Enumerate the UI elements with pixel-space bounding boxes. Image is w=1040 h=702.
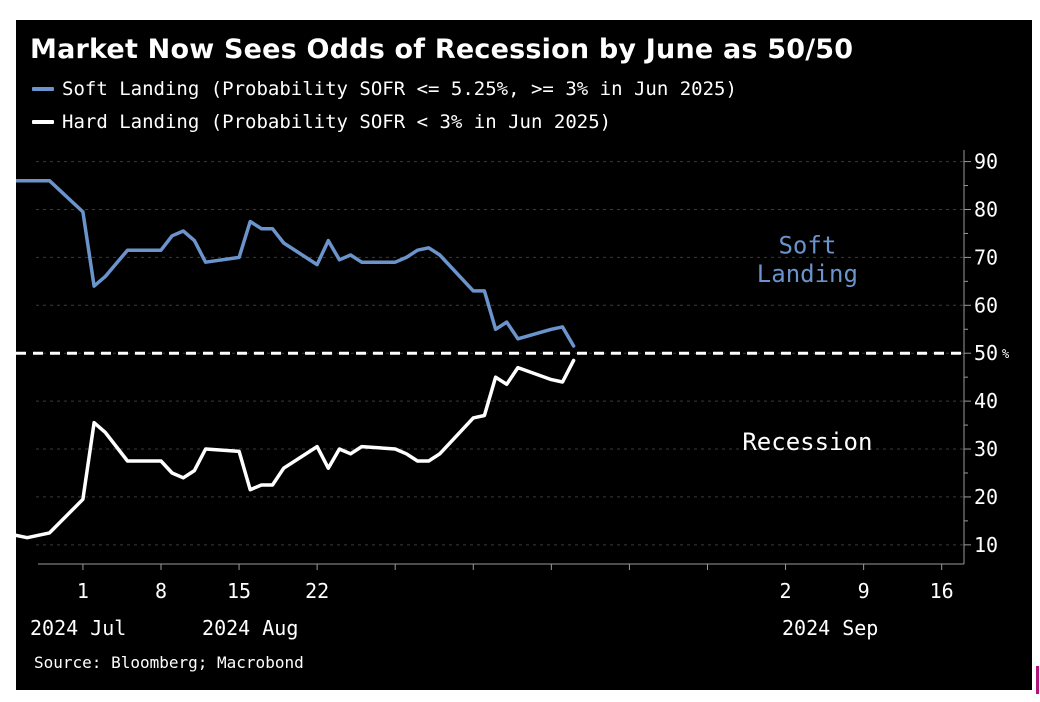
chart-title: Market Now Sees Odds of Recession by Jun… (30, 34, 854, 65)
y-tick-label-30: 30 (974, 437, 998, 461)
y-unit-label: % (1002, 347, 1010, 361)
y-tick-label-20: 20 (974, 485, 998, 509)
chart-panel: Market Now Sees Odds of Recession by Jun… (16, 20, 1032, 690)
x-month-label-2024-sep: 2024 Sep (782, 616, 878, 640)
y-tick-label-10: 10 (974, 533, 998, 557)
y-tick-label-60: 60 (974, 293, 998, 317)
y-tick-label-90: 90 (974, 150, 998, 174)
legend-label-hard-landing: Hard Landing (Probability SOFR < 3% in J… (62, 111, 612, 133)
series-line-hard-landing (16, 358, 576, 540)
series-line-soft-landing (16, 178, 576, 348)
x-tick-label-2: 2 (780, 579, 792, 603)
annotation-recession: Recession (742, 428, 872, 456)
legend-swatch-soft-landing (32, 87, 54, 91)
legend-item-hard-landing: Hard Landing (Probability SOFR < 3% in J… (32, 110, 611, 134)
y-tick-label-50: 50 (974, 341, 998, 365)
annotation-landing: Landing (757, 260, 858, 288)
source-note: Source: Bloomberg; Macrobond (34, 653, 304, 672)
x-tick-label-15: 15 (227, 579, 251, 603)
x-tick-label-16: 16 (930, 579, 954, 603)
x-month-label-2024-jul: 2024 Jul (30, 616, 126, 640)
y-tick-label-80: 80 (974, 197, 998, 221)
x-tick-label-8: 8 (155, 579, 167, 603)
x-month-label-2024-aug: 2024 Aug (202, 616, 298, 640)
y-tick-label-70: 70 (974, 245, 998, 269)
legend-swatch-hard-landing (32, 120, 54, 124)
x-tick-label-9: 9 (858, 579, 870, 603)
legend-item-soft-landing: Soft Landing (Probability SOFR <= 5.25%,… (32, 77, 737, 101)
y-tick-label-40: 40 (974, 389, 998, 413)
annotation-soft: Soft (778, 231, 836, 259)
x-tick-label-1: 1 (77, 579, 89, 603)
edge-marker (1036, 666, 1039, 694)
legend-label-soft-landing: Soft Landing (Probability SOFR <= 5.25%,… (62, 78, 737, 100)
x-tick-label-22: 22 (305, 579, 329, 603)
